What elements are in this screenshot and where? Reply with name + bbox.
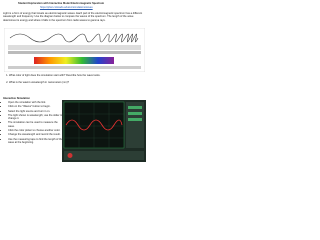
step: The light shown is wavelength; use the s… [8, 114, 64, 121]
question: What color of light does the simulation … [9, 74, 149, 77]
spectrum-image [4, 28, 145, 72]
page: {"header": {"title": "Student Exploratio… [0, 0, 149, 198]
step: The simulation can be used to measure th… [8, 121, 64, 128]
intro: Light is a form of energy that travels a… [3, 12, 143, 22]
step: Use the measuring tape to find the lengt… [8, 138, 64, 145]
step: Open the simulation with the link. [8, 101, 64, 104]
step: Click on the "Waves" button to begin. [8, 105, 64, 108]
section-heading: Interactive Simulation [3, 97, 30, 100]
simulation-screenshot [62, 100, 146, 162]
step: Select the light source and turn it on. [8, 110, 64, 113]
questions: What color of light does the simulation … [4, 74, 149, 86]
question: What is the wave's wavelength in nanomet… [9, 81, 149, 84]
step: Change the wavelength and record the res… [8, 133, 64, 136]
steps: Open the simulation with the link.Click … [3, 101, 64, 145]
link[interactable]: https://phet.colorado.edu/en/simulation/… [40, 6, 93, 9]
title: Student Exploration with Interactive Mod… [18, 2, 105, 5]
step: Click the color picker to choose another… [8, 129, 64, 132]
